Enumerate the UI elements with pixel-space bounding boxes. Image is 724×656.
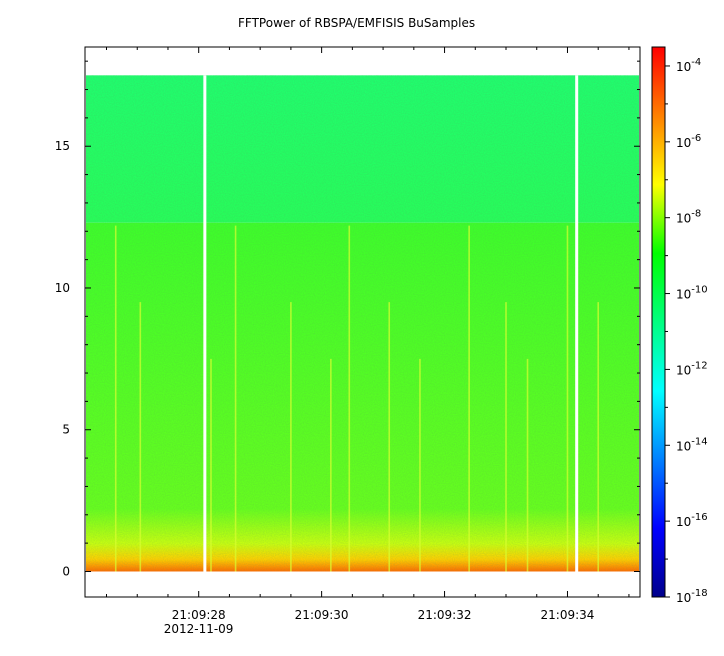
- data-gaps: [203, 75, 579, 573]
- colorbar-tick-label: 10-16: [676, 512, 708, 529]
- y-axis: 0 5 10 15: [55, 60, 640, 578]
- x-date-label: 2012-11-09: [164, 622, 234, 636]
- plot-area: [84, 46, 641, 598]
- colorbar-tick-label: 10-18: [676, 588, 708, 605]
- colorbar-tick-label: 10-10: [676, 285, 708, 302]
- data-gap: [575, 75, 579, 573]
- spectrogram-noise-texture: [86, 75, 639, 572]
- x-tick-label: 21:09:32: [418, 608, 472, 622]
- y-tick-label: 5: [62, 423, 70, 437]
- y-tick-label: 0: [62, 564, 70, 578]
- colorbar-tick-label: 10-14: [676, 436, 708, 453]
- chart-title: FFTPower of RBSPA/EMFISIS BuSamples: [238, 16, 476, 30]
- colorbar-tick-label: 10-8: [676, 209, 701, 226]
- colorbar-tick-label: 10-6: [676, 133, 701, 150]
- colorbar-gradient: [651, 46, 666, 598]
- colorbar: 10-4 10-6 10-8 10-10 10-12 10-14 10-16 10-18: [651, 46, 708, 605]
- x-tick-label: 21:09:28: [172, 608, 226, 622]
- data-gap: [203, 75, 207, 573]
- x-tick-label: 21:09:34: [541, 608, 595, 622]
- colorbar-tick-label: 10-4: [676, 57, 701, 74]
- colorbar-tick-label: 10-12: [676, 360, 708, 377]
- y-tick-label: 10: [55, 281, 70, 295]
- x-tick-label: 21:09:30: [295, 608, 349, 622]
- spectrogram-streaks: [114, 225, 600, 572]
- y-tick-label: 15: [55, 139, 70, 153]
